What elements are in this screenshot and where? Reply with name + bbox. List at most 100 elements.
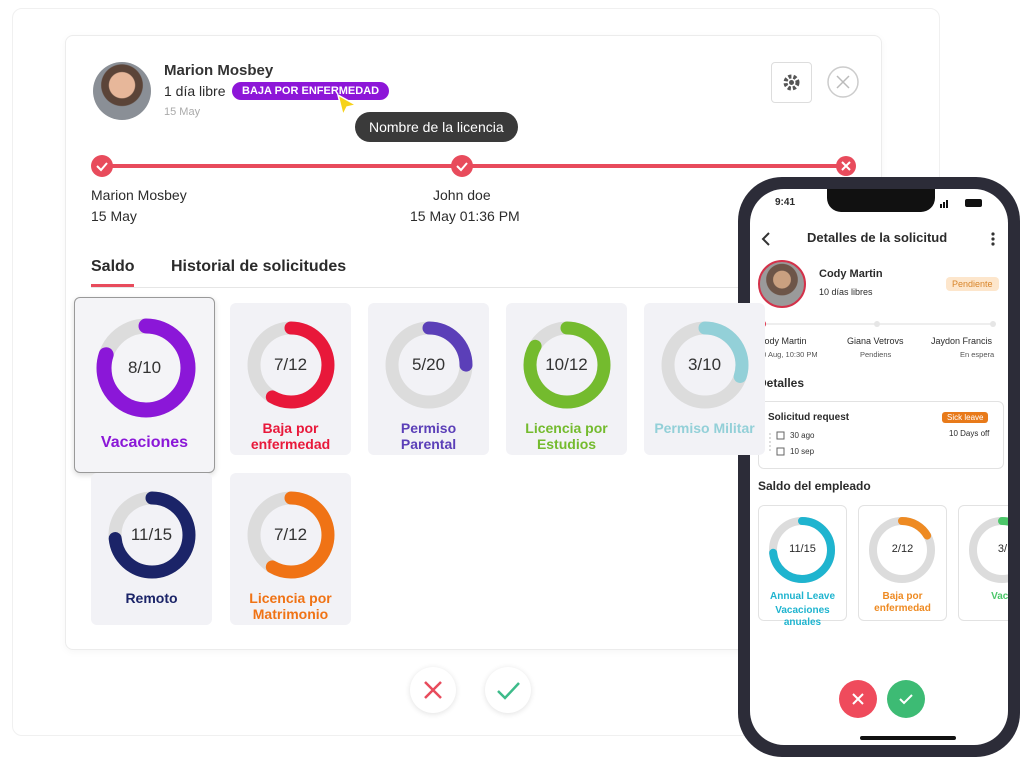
donut-arc [247, 321, 334, 409]
step-name: Cody Martin [758, 336, 807, 346]
cursor [336, 93, 359, 118]
request-duration: 10 Days off [949, 429, 990, 438]
avatar [758, 260, 806, 308]
donut [385, 321, 472, 409]
balance-name: Remoto [125, 590, 178, 606]
reject-button[interactable] [410, 667, 456, 713]
balance-subtitle: Vacaciones anuales [775, 605, 830, 628]
step-name: Marion Mosbey [91, 187, 187, 203]
request-start: 30 ago [790, 431, 815, 440]
step-date: 15 May 01:36 PM [410, 208, 520, 224]
donut [769, 517, 835, 583]
back-button[interactable] [759, 231, 773, 247]
donut-arc-start [998, 516, 1008, 526]
balance-label: 7/12 [273, 525, 308, 544]
mobile-approve[interactable] [887, 680, 925, 718]
balance-card[interactable]: 8/10 Vacaciones [74, 297, 215, 473]
donut [523, 321, 610, 409]
donut [869, 517, 935, 583]
donut [108, 491, 195, 579]
days-off: 10 días libres [819, 287, 873, 297]
balance-label: 11/15 [789, 543, 816, 555]
balance-name: Baja por enfermedad [250, 420, 331, 452]
tab-underline [91, 284, 134, 287]
balance-label: 7/12 [273, 355, 308, 374]
donut-arc [108, 491, 195, 579]
balance-name: Licencia por Estudios [525, 420, 608, 452]
phone-screen: 9:41 Detalles de la solicitud Cody Marti… [750, 189, 1008, 745]
status-badge: Pendiente [946, 277, 999, 291]
step-name: John doe [433, 187, 491, 203]
balance-label: 11/15 [130, 525, 173, 544]
request-type: Sick leave [942, 412, 989, 423]
date-icons [769, 431, 785, 456]
mobile-timeline [758, 320, 996, 328]
balance-card[interactable]: 3/10 Permiso Militar [644, 303, 765, 455]
balance-card[interactable]: 11/15 Remoto [91, 473, 212, 625]
donut-arc [385, 321, 472, 409]
tab[interactable]: Historial de solicitudes [171, 258, 347, 275]
balance-label: 8/10 [127, 358, 162, 377]
balance-name: Licencia por Matrimonio [249, 590, 332, 622]
donut [969, 516, 1008, 583]
tab-divider [91, 287, 751, 288]
donut [96, 318, 195, 418]
donut [661, 321, 748, 409]
status-icons [940, 199, 982, 208]
mobile-balance-card: 2/12 Baja por enfermedad [858, 505, 947, 621]
settings-button[interactable] [771, 62, 812, 103]
step-name: Giana Vetrovs [847, 336, 904, 346]
employee-name: Marion Mosbey [164, 62, 274, 79]
balance-name: Annual Leave [769, 591, 836, 602]
leave-type-badge[interactable]: BAJA POR ENFERMEDAD [232, 82, 390, 100]
mobile-reject[interactable] [839, 680, 877, 718]
days-off: 1 día libre [164, 83, 226, 99]
balance-name: Baja por enfermedad [874, 591, 931, 614]
balance-label: 2/12 [891, 543, 914, 555]
donut [247, 321, 334, 409]
notch [827, 189, 935, 212]
phone: 9:41 Detalles de la solicitud Cody Marti… [738, 177, 1020, 757]
balance-label: 10/12 [545, 355, 588, 374]
balance-card[interactable]: 7/12 Baja por enfermedad [230, 303, 351, 455]
employee-name: Cody Martin [819, 268, 883, 280]
approve-button[interactable] [485, 667, 531, 713]
mobile-balance-card: 3/Vaca [958, 505, 1008, 621]
balance-label: 3/ [997, 543, 1008, 555]
donut [247, 491, 334, 579]
home-indicator [860, 736, 956, 740]
step-name: Jaydon Francis [931, 336, 993, 346]
balance-name: Permiso Militar [654, 420, 755, 436]
balance-card[interactable]: 10/12 Licencia por Estudios [506, 303, 627, 455]
balance-name: Vaca [991, 591, 1008, 602]
donut-arc [523, 321, 610, 409]
request-date: 15 May [164, 106, 201, 118]
donut-arc [661, 321, 748, 409]
balance-label: 3/10 [687, 355, 722, 374]
step-detail: En espera [960, 350, 995, 359]
mobile-balance-card: 11/15 Annual Leave Vacaciones anuales [758, 505, 847, 628]
menu-button[interactable] [990, 231, 996, 247]
donut-arc [869, 517, 935, 583]
balance-card[interactable]: 7/12 Licencia por Matrimonio [230, 473, 351, 625]
section-heading: Detalles [758, 376, 805, 390]
donut-arc [769, 517, 835, 583]
balance-name: Permiso Parental [400, 420, 457, 452]
avatar [93, 62, 151, 120]
request-title: Solicitud request [768, 412, 850, 423]
section-heading: Saldo del empleado [758, 479, 871, 493]
balance-label: 5/20 [411, 355, 446, 374]
step-detail: Pendiens [860, 350, 892, 359]
balance-card[interactable]: 5/20 Permiso Parental [368, 303, 489, 455]
request-card: Solicitud request Sick leave 10 Days off… [758, 401, 1004, 469]
balance-name: Vacaciones [100, 434, 189, 451]
tooltip: Nombre de la licencia [355, 112, 518, 142]
tab[interactable]: Saldo [91, 258, 135, 275]
donut-arc [247, 491, 334, 579]
approval-timeline [91, 155, 856, 177]
step-date: 15 May [91, 208, 137, 224]
request-end: 10 sep [790, 447, 815, 456]
screen-title: Detalles de la solicitud [807, 230, 948, 245]
close-button[interactable] [826, 65, 860, 99]
